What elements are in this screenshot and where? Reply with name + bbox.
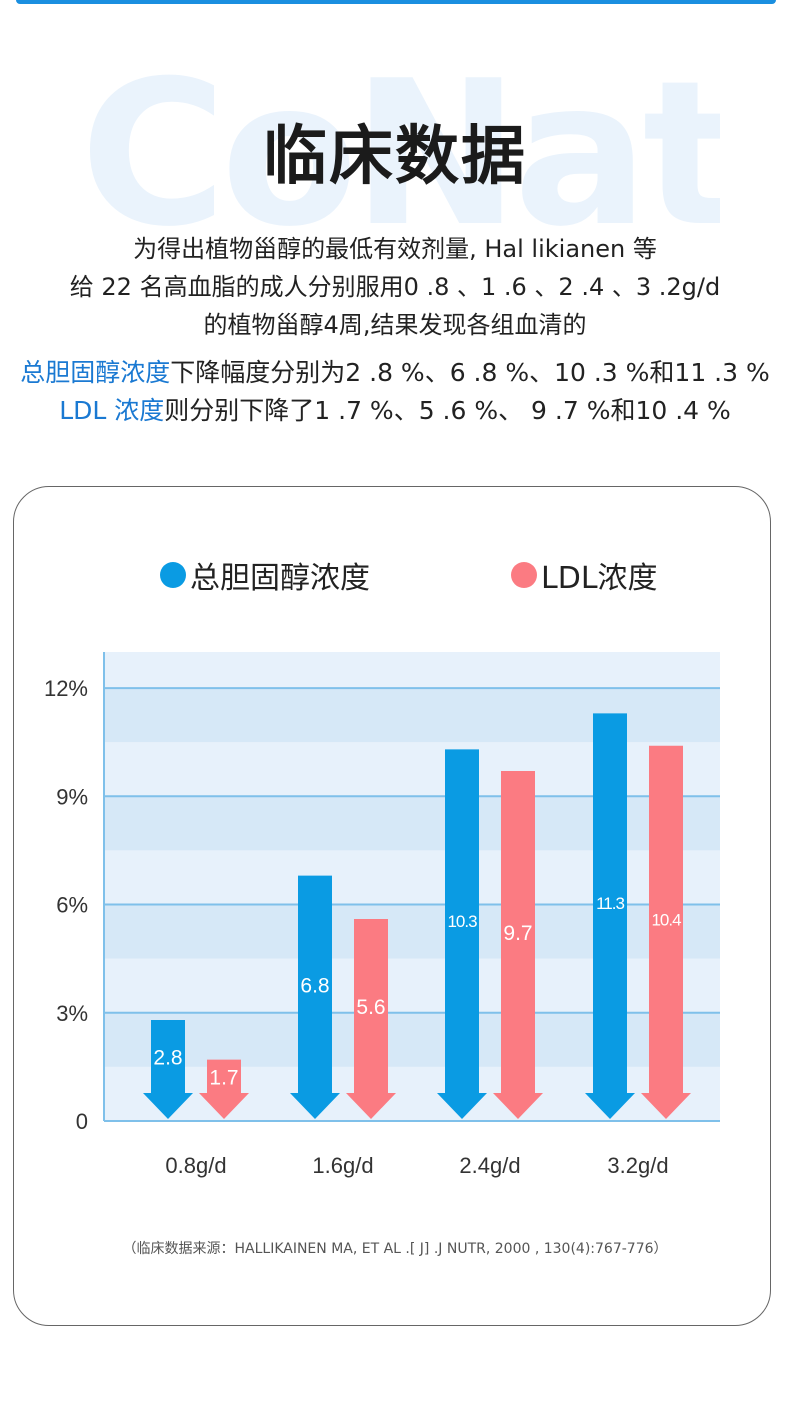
bar-value-label: 9.7 bbox=[503, 922, 532, 945]
bar-arrow bbox=[493, 771, 543, 1119]
y-tick-label: 9% bbox=[56, 784, 88, 809]
plot-band bbox=[104, 1012, 720, 1067]
data-source-note: （临床数据来源：HALLIKAINEN MA, ET AL .[ J] .J N… bbox=[122, 1241, 668, 1257]
legend-red-dot-icon bbox=[511, 562, 537, 588]
x-category-label: 1.6g/d bbox=[312, 1153, 373, 1178]
plot-band bbox=[104, 904, 720, 959]
plot-band bbox=[104, 742, 720, 797]
legend-blue-dot-icon bbox=[160, 562, 186, 588]
bar-value-label: 2.8 bbox=[153, 1046, 182, 1069]
total-cholesterol-highlight: 总胆固醇浓度 bbox=[20, 358, 171, 387]
bar-value-label: 5.6 bbox=[356, 996, 385, 1019]
y-tick-label: 6% bbox=[56, 893, 88, 918]
intro-line-3: 的植物甾醇4周,结果发现各组血清的 bbox=[203, 311, 587, 339]
top-accent-strip bbox=[16, 0, 776, 4]
result-line-2-text: 则分别下降了1 .7 %、5 .6 %、 9 .7 %和10 .4 % bbox=[164, 396, 731, 425]
intro-line-1: 为得出植物甾醇的最低有效剂量, Hal likianen 等 bbox=[133, 235, 657, 263]
bar-arrow bbox=[346, 918, 396, 1119]
bar-arrow bbox=[585, 713, 635, 1119]
bar-value-label: 6.8 bbox=[300, 974, 329, 997]
intro-line-2: 给 22 名高血脂的成人分别服用0 .8 、1 .6 、2 .4 、3 .2g/… bbox=[69, 273, 721, 301]
bar-arrow bbox=[199, 1059, 249, 1119]
x-category-label: 0.8g/d bbox=[165, 1153, 226, 1178]
y-tick-label: 0 bbox=[76, 1109, 88, 1134]
bar-arrow bbox=[143, 1019, 193, 1119]
plot-band bbox=[104, 688, 720, 743]
legend-total-cholesterol-label: 总胆固醇浓度 bbox=[190, 561, 370, 596]
bar-arrow bbox=[290, 875, 340, 1119]
plot-band bbox=[104, 850, 720, 905]
brand-watermark: CoNat bbox=[80, 40, 720, 270]
legend-ldl-label: LDL浓度 bbox=[541, 561, 658, 596]
y-tick-label: 3% bbox=[56, 1001, 88, 1026]
y-tick-label: 12% bbox=[44, 676, 88, 701]
legend-ldl: LDL浓度 bbox=[511, 555, 658, 596]
bar-value-label: 10.4 bbox=[651, 910, 681, 929]
result-line-1: 总胆固醇浓度下降幅度分别为2 .8 %、6 .8 %、10 .3 %和11 .3… bbox=[20, 354, 770, 392]
legend-total-cholesterol: 总胆固醇浓度 bbox=[160, 555, 370, 596]
bar-value-label: 11.3 bbox=[596, 894, 624, 913]
x-category-label: 3.2g/d bbox=[607, 1153, 668, 1178]
plot-band bbox=[104, 796, 720, 851]
bar-arrow bbox=[641, 745, 691, 1119]
ldl-highlight: LDL 浓度 bbox=[59, 396, 165, 425]
plot-band bbox=[104, 652, 720, 689]
result-line-1-text: 下降幅度分别为2 .8 %、6 .8 %、10 .3 %和11 .3 % bbox=[170, 358, 770, 387]
plot-band bbox=[104, 958, 720, 1013]
page-title: 临床数据 bbox=[263, 120, 527, 194]
x-category-label: 2.4g/d bbox=[459, 1153, 520, 1178]
bar-value-label: 10.3 bbox=[447, 912, 477, 931]
bar-value-label: 1.7 bbox=[209, 1066, 238, 1089]
result-line-2: LDL 浓度则分别下降了1 .7 %、5 .6 %、 9 .7 %和10 .4 … bbox=[20, 392, 770, 430]
bar-arrow bbox=[437, 749, 487, 1119]
